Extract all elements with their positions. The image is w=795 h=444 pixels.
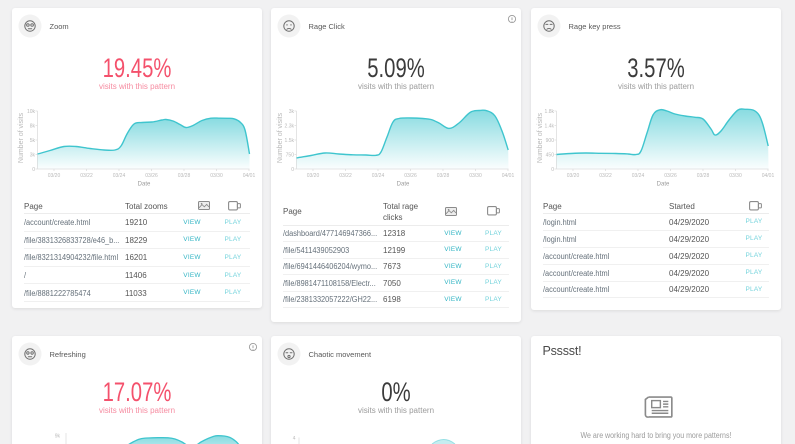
svg-text:03/28: 03/28 — [697, 173, 710, 179]
svg-text:Number of visits: Number of visits — [537, 112, 544, 163]
svg-text:0: 0 — [32, 167, 35, 173]
svg-text:8k: 8k — [30, 124, 36, 130]
svg-text:5k: 5k — [30, 138, 36, 144]
svg-text:Number of visits: Number of visits — [18, 112, 25, 163]
svg-text:03/24: 03/24 — [113, 173, 126, 179]
svg-text:04/01: 04/01 — [762, 173, 775, 179]
svg-text:03/26: 03/26 — [404, 173, 417, 179]
svg-text:03/22: 03/22 — [339, 173, 352, 179]
svg-text:03/24: 03/24 — [632, 173, 645, 179]
svg-text:1.5k: 1.5k — [285, 138, 295, 144]
svg-text:03/30: 03/30 — [729, 173, 742, 179]
svg-text:450: 450 — [546, 153, 555, 159]
svg-text:3k: 3k — [30, 153, 36, 159]
svg-text:03/26: 03/26 — [664, 173, 677, 179]
svg-text:0: 0 — [291, 167, 294, 173]
svg-text:9k: 9k — [55, 434, 61, 440]
svg-text:750: 750 — [286, 153, 295, 159]
svg-text:2.3k: 2.3k — [285, 124, 295, 130]
svg-text:1.4k: 1.4k — [545, 124, 555, 130]
svg-text:03/20: 03/20 — [48, 173, 61, 179]
svg-text:03/30: 03/30 — [469, 173, 482, 179]
svg-text:03/28: 03/28 — [178, 173, 191, 179]
svg-text:Number of visits: Number of visits — [277, 112, 284, 163]
svg-text:0: 0 — [551, 167, 554, 173]
svg-text:4: 4 — [293, 436, 296, 442]
svg-text:03/20: 03/20 — [567, 173, 580, 179]
svg-text:03/30: 03/30 — [210, 173, 223, 179]
svg-text:03/26: 03/26 — [145, 173, 158, 179]
svg-text:03/20: 03/20 — [307, 173, 320, 179]
svg-text:03/22: 03/22 — [599, 173, 612, 179]
svg-text:Date: Date — [397, 182, 410, 188]
svg-text:Date: Date — [138, 182, 151, 188]
svg-text:03/28: 03/28 — [437, 173, 450, 179]
svg-text:04/01: 04/01 — [502, 173, 515, 179]
svg-text:03/24: 03/24 — [372, 173, 385, 179]
svg-text:900: 900 — [546, 138, 555, 144]
svg-text:10k: 10k — [27, 109, 36, 115]
svg-text:04/01: 04/01 — [243, 173, 256, 179]
svg-text:03/22: 03/22 — [80, 173, 93, 179]
svg-text:3k: 3k — [289, 109, 295, 115]
svg-text:1.8k: 1.8k — [545, 109, 555, 115]
svg-text:Date: Date — [657, 182, 670, 188]
